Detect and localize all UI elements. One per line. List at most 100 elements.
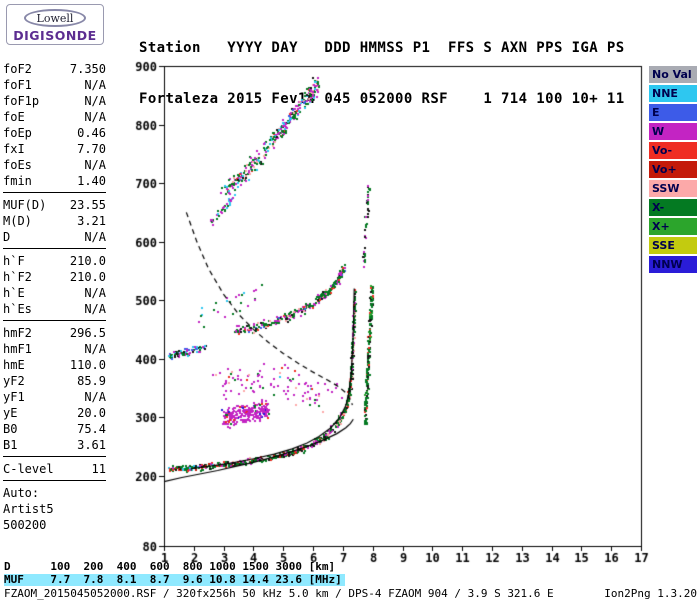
- parameter-panel: foF2 7.350 foF1 N/A foF1p N/A foE N/A foEp 0.46 fx…: [3, 61, 106, 533]
- param-value: 11: [91, 462, 106, 476]
- param-value: N/A: [84, 302, 106, 316]
- separator: [3, 480, 106, 481]
- param-value: 7.350: [69, 62, 106, 76]
- param-footer-text: Artist5: [3, 502, 54, 516]
- param-row-h-e: h`E N/A: [3, 285, 106, 301]
- param-row-yf1: yF1 N/A: [3, 389, 106, 405]
- param-row-hmf1: hmF1 N/A: [3, 341, 106, 357]
- legend-item-ssw: SSW: [649, 180, 697, 197]
- param-value: 210.0: [69, 254, 106, 268]
- param-label: yE: [3, 406, 18, 420]
- param-value: N/A: [84, 78, 106, 92]
- param-row-b1: B1 3.61: [3, 437, 106, 453]
- separator: [3, 248, 106, 249]
- param-label: h`F2: [3, 270, 32, 284]
- param-row-fof1p: foF1p N/A: [3, 93, 106, 109]
- param-value: N/A: [84, 342, 106, 356]
- param-row-fof1: foF1 N/A: [3, 77, 106, 93]
- separator: [3, 456, 106, 457]
- param-label: hmE: [3, 358, 25, 372]
- legend-item-sse: SSE: [649, 237, 697, 254]
- param-row-hme: hmE 110.0: [3, 357, 106, 373]
- param-row-d: D N/A: [3, 229, 106, 245]
- param-label: foE: [3, 110, 25, 124]
- param-value: N/A: [84, 390, 106, 404]
- param-row-m-d: M(D) 3.21: [3, 213, 106, 229]
- param-label: foF2: [3, 62, 32, 76]
- param-value: 1.40: [77, 174, 106, 188]
- param-row-foes: foEs N/A: [3, 157, 106, 173]
- param-label: hmF1: [3, 342, 32, 356]
- param-footer-text: 500200: [3, 518, 47, 532]
- status-program-version: Ion2Png 1.3.20: [604, 587, 697, 600]
- param-label: h`F: [3, 254, 25, 268]
- param-row-h-es: h`Es N/A: [3, 301, 106, 317]
- param-row-muf-d: MUF(D) 23.55: [3, 197, 106, 213]
- param-label: foF1: [3, 78, 32, 92]
- param-row-h-f2: h`F2 210.0: [3, 269, 106, 285]
- legend-item-nne: NNE: [649, 85, 697, 102]
- digisonde-logo-text: DIGISONDE: [13, 28, 97, 43]
- param-label: foF1p: [3, 94, 40, 108]
- param-row-foe: foE N/A: [3, 109, 106, 125]
- param-label: hmF2: [3, 326, 32, 340]
- param-footer-text: Auto:: [3, 486, 40, 500]
- param-label: fmin: [3, 174, 32, 188]
- param-row-h-f: h`F 210.0: [3, 253, 106, 269]
- param-value: 20.0: [77, 406, 106, 420]
- param-row-fmin: fmin 1.40: [3, 173, 106, 189]
- param-value: N/A: [84, 286, 106, 300]
- param-value: N/A: [84, 158, 106, 172]
- legend-item-x: X+: [649, 218, 697, 235]
- param-value: N/A: [84, 110, 106, 124]
- legend-item-vo: Vo+: [649, 161, 697, 178]
- param-label: fxI: [3, 142, 25, 156]
- separator: [3, 192, 106, 193]
- param-label: D: [3, 230, 11, 244]
- legend-item-w: W: [649, 123, 697, 140]
- muf-row: MUF 7.7 7.8 8.1 8.7 9.6 10.8 14.4 23.6 […: [4, 574, 345, 586]
- param-row-fof2: foF2 7.350: [3, 61, 106, 77]
- param-value: 7.70: [77, 142, 106, 156]
- param-label: foEp: [3, 126, 32, 140]
- param-value: 75.4: [77, 422, 106, 436]
- param-label: MUF(D): [3, 198, 47, 212]
- separator: [3, 320, 106, 321]
- param-label: h`Es: [3, 302, 32, 316]
- lowell-logo-oval: Lowell: [24, 9, 86, 27]
- param-label: yF1: [3, 390, 25, 404]
- param-label: foEs: [3, 158, 32, 172]
- param-row-fxi: fxI 7.70: [3, 141, 106, 157]
- param-value: 85.9: [77, 374, 106, 388]
- param-value: 3.61: [77, 438, 106, 452]
- param-row-ye: yE 20.0: [3, 405, 106, 421]
- param-value: N/A: [84, 230, 106, 244]
- param-value: 210.0: [69, 270, 106, 284]
- distance-row: D 100 200 400 600 800 1000 1500 3000 [km…: [4, 560, 336, 573]
- param-label: h`E: [3, 286, 25, 300]
- param-row-foep: foEp 0.46: [3, 125, 106, 141]
- echo-direction-legend: No Val NNE E W Vo- Vo+ SSW X- X+ SSE NNW: [649, 66, 697, 275]
- status-file-info: FZAOM_2015045052000.RSF / 320fx256h 50 k…: [4, 587, 554, 600]
- lowell-logo-text: Lowell: [36, 12, 74, 25]
- ionogram-plot: [126, 54, 656, 566]
- param-label: C-level: [3, 462, 54, 476]
- lowell-digisonde-logo: Lowell DIGISONDE: [6, 4, 104, 45]
- param-value: 3.21: [77, 214, 106, 228]
- header-column-titles: Station YYYY DAY DDD HMMSS P1 FFS S AXN …: [139, 40, 625, 56]
- param-footer-artist5: Artist5: [3, 501, 106, 517]
- param-row-c-level: C-level 11: [3, 461, 106, 477]
- legend-item-nnw: NNW: [649, 256, 697, 273]
- param-label: M(D): [3, 214, 32, 228]
- param-footer-500200: 500200: [3, 517, 106, 533]
- legend-item-vo: Vo-: [649, 142, 697, 159]
- param-row-hmf2: hmF2 296.5: [3, 325, 106, 341]
- param-label: B1: [3, 438, 18, 452]
- legend-item-x: X-: [649, 199, 697, 216]
- param-value: 296.5: [69, 326, 106, 340]
- param-label: B0: [3, 422, 18, 436]
- param-value: 110.0: [69, 358, 106, 372]
- legend-item-no-val: No Val: [649, 66, 697, 83]
- param-row-b0: B0 75.4: [3, 421, 106, 437]
